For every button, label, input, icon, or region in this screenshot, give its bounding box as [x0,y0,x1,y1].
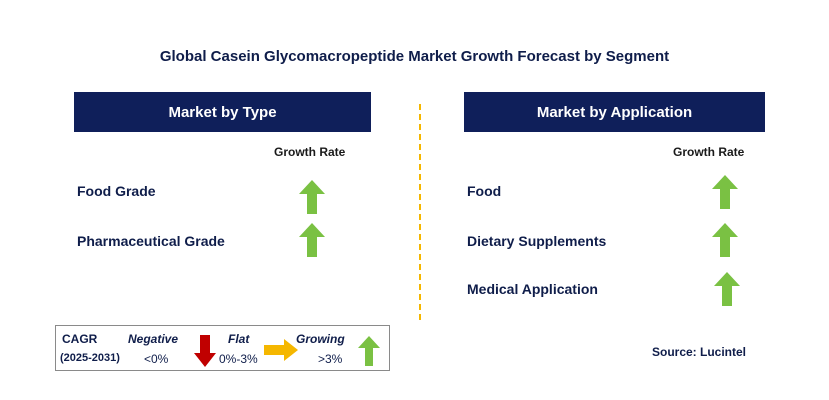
source-label: Source: Lucintel [652,345,747,359]
down-arrow-icon [194,335,216,367]
application-growth-rate-label: Growth Rate [673,145,745,159]
up-arrow-icon [299,223,325,257]
legend-flat-range: 0%-3% [219,352,258,366]
type-row-label-food-grade: Food Grade [77,183,156,199]
legend-cagr-label: CAGR [62,332,98,346]
application-row-label-medical-application: Medical Application [467,281,598,297]
market-by-application-header: Market by Application [464,92,765,132]
panel-divider [419,104,421,320]
type-growth-rate-label: Growth Rate [274,145,346,159]
up-arrow-icon [712,223,738,257]
legend-negative-range: <0% [144,352,169,366]
legend-flat-label: Flat [228,332,250,346]
application-row-label-food: Food [467,183,502,199]
legend-growing-range: >3% [318,352,343,366]
up-arrow-icon [712,175,738,209]
market-by-type-header: Market by Type [74,92,371,132]
right-arrow-icon [264,339,298,361]
up-arrow-icon [714,272,740,306]
legend-growing-label: Growing [296,332,345,346]
up-arrow-icon [299,180,325,214]
cagr-legend: CAGR (2025-2031) Negative <0% Flat 0%-3%… [55,325,390,371]
legend-period-label: (2025-2031) [60,352,120,364]
type-row-label-pharmaceutical-grade: Pharmaceutical Grade [77,233,225,249]
up-arrow-icon [358,336,380,366]
legend-negative-label: Negative [128,332,179,346]
page-title: Global Casein Glycomacropeptide Market G… [159,48,670,65]
application-row-label-dietary-supplements: Dietary Supplements [467,233,607,249]
